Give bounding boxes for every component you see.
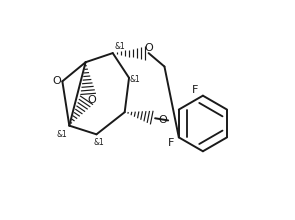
Text: &1: &1 (56, 130, 67, 139)
Text: &1: &1 (114, 42, 125, 51)
Text: F: F (192, 84, 199, 95)
Text: O: O (87, 95, 96, 105)
Text: F: F (168, 138, 174, 148)
Text: &1: &1 (130, 75, 140, 84)
Text: O: O (52, 76, 61, 86)
Text: &1: &1 (93, 138, 104, 147)
Text: O: O (158, 115, 167, 125)
Text: O: O (145, 43, 153, 53)
